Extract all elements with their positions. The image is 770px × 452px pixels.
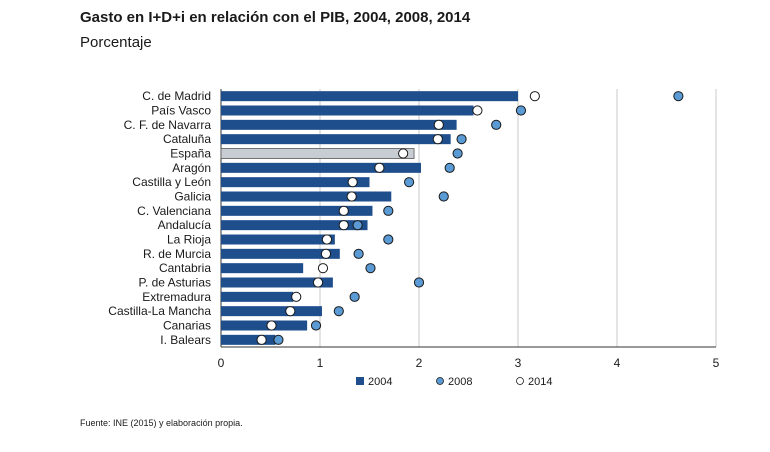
- category-label: España: [170, 147, 211, 161]
- point-2014: [256, 334, 267, 345]
- bar-2004: [221, 119, 457, 130]
- point-2014: [346, 191, 357, 202]
- category-label: C. F. de Navarra: [124, 118, 212, 132]
- point-2014: [266, 320, 277, 331]
- legend-label-2008: 2008: [448, 376, 472, 388]
- category-label: Cataluña: [163, 132, 211, 146]
- bar-2004: [221, 134, 451, 145]
- x-tick-label: 0: [218, 356, 225, 370]
- point-2008: [673, 91, 684, 102]
- point-2014: [285, 306, 296, 317]
- point-2014: [312, 277, 324, 288]
- point-2014: [398, 148, 409, 159]
- point-2008: [438, 191, 449, 202]
- category-label: País Vasco: [151, 104, 211, 118]
- point-2014: [338, 205, 349, 216]
- bar-2004: [221, 220, 368, 231]
- category-label: Castilla y León: [132, 175, 211, 189]
- category-label: I. Balears: [160, 333, 211, 347]
- bar-2004: [221, 191, 392, 202]
- category-label: Andalucía: [158, 218, 212, 232]
- bar-2004: [221, 91, 518, 102]
- point-2014: [317, 263, 329, 274]
- point-2014: [529, 91, 540, 102]
- point-2008: [365, 263, 376, 274]
- x-tick-label: 1: [317, 356, 324, 370]
- bar-2004: [221, 277, 333, 288]
- legend-label-2014: 2014: [528, 376, 552, 388]
- point-2008: [349, 291, 360, 302]
- point-2008: [353, 248, 364, 259]
- category-label: R. de Murcia: [143, 247, 211, 261]
- point-2014: [374, 162, 385, 173]
- bar-2004: [221, 177, 370, 188]
- point-2014: [320, 248, 332, 259]
- bar-2004: [221, 334, 276, 345]
- point-2014: [472, 105, 483, 116]
- chart-subtitle: Porcentaje: [80, 34, 152, 51]
- category-label: Extremadura: [142, 290, 211, 304]
- category-label: Galicia: [174, 190, 211, 204]
- bar-2004: [221, 162, 421, 173]
- category-label: C. Valenciana: [137, 204, 211, 218]
- category-label: Castilla-La Mancha: [108, 304, 211, 318]
- category-label: C. de Madrid: [142, 89, 211, 103]
- point-2008: [452, 148, 463, 159]
- bar-2004: [221, 263, 304, 274]
- point-2014: [291, 291, 302, 302]
- source-note: Fuente: INE (2015) y elaboración propia.: [80, 418, 243, 428]
- x-tick-label: 5: [713, 356, 720, 370]
- point-2014: [347, 177, 358, 188]
- point-2014: [338, 220, 349, 231]
- bar-2004: [221, 291, 294, 302]
- point-2008: [273, 334, 284, 345]
- category-label: Canarias: [163, 319, 211, 333]
- point-2008: [413, 277, 425, 288]
- bar-2004: [221, 105, 474, 116]
- point-2008: [310, 320, 322, 331]
- bar-2004: [221, 205, 373, 216]
- legend-swatch-2014: [516, 377, 524, 385]
- point-2008: [515, 105, 527, 116]
- point-2008: [383, 234, 394, 245]
- point-2014: [321, 234, 333, 245]
- legend-swatch-2008: [436, 377, 444, 385]
- bar-2004: [220, 148, 415, 159]
- point-2008: [333, 306, 344, 317]
- legend-label-2004: 2004: [368, 376, 392, 388]
- point-2008: [444, 162, 455, 173]
- x-tick-label: 3: [515, 356, 522, 370]
- x-tick-label: 2: [416, 356, 423, 370]
- point-2008: [491, 119, 502, 130]
- bar-2004: [221, 306, 322, 317]
- bar-2004: [221, 320, 308, 331]
- point-2008: [352, 220, 363, 231]
- category-label: La Rioja: [167, 233, 211, 247]
- point-2014: [433, 119, 444, 130]
- x-tick-label: 4: [614, 356, 621, 370]
- point-2008: [383, 205, 394, 216]
- bar-2004: [221, 248, 340, 259]
- category-label: Aragón: [172, 161, 211, 175]
- point-2008: [404, 177, 415, 188]
- chart-title: Gasto en I+D+i en relación con el PIB, 2…: [80, 9, 471, 26]
- bar-2004: [221, 234, 335, 245]
- category-label: P. de Asturias: [139, 276, 212, 290]
- point-2008: [456, 134, 467, 145]
- category-label: Cantabria: [159, 261, 211, 275]
- legend-swatch-2004: [356, 377, 364, 385]
- point-2014: [432, 134, 443, 145]
